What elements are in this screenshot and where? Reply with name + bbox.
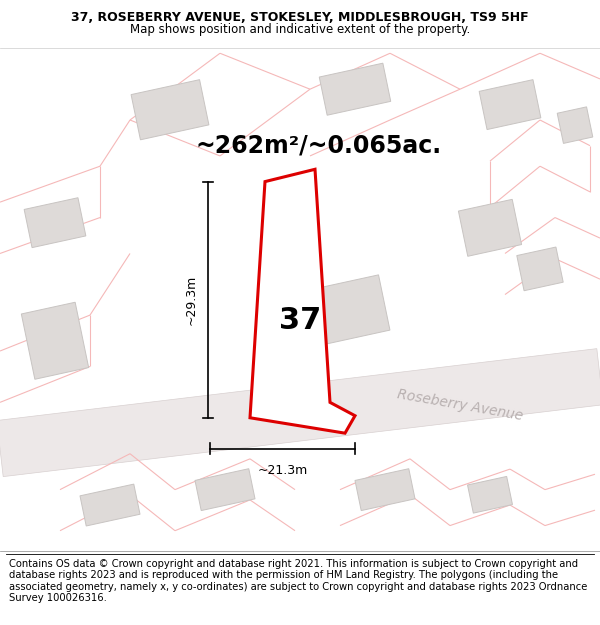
- Text: Contains OS data © Crown copyright and database right 2021. This information is : Contains OS data © Crown copyright and d…: [9, 559, 587, 603]
- Text: ~29.3m: ~29.3m: [185, 274, 198, 325]
- Polygon shape: [131, 79, 209, 140]
- Polygon shape: [479, 79, 541, 129]
- Polygon shape: [24, 198, 86, 248]
- Polygon shape: [319, 63, 391, 115]
- Polygon shape: [250, 169, 355, 433]
- Text: ~262m²/~0.065ac.: ~262m²/~0.065ac.: [195, 134, 441, 158]
- Polygon shape: [517, 247, 563, 291]
- Text: 37: 37: [279, 306, 321, 335]
- Text: Map shows position and indicative extent of the property.: Map shows position and indicative extent…: [130, 23, 470, 36]
- Text: 37, ROSEBERRY AVENUE, STOKESLEY, MIDDLESBROUGH, TS9 5HF: 37, ROSEBERRY AVENUE, STOKESLEY, MIDDLES…: [71, 11, 529, 24]
- Polygon shape: [557, 107, 593, 143]
- Polygon shape: [195, 469, 255, 511]
- Polygon shape: [458, 199, 521, 256]
- Text: ~21.3m: ~21.3m: [257, 464, 308, 477]
- Text: Roseberry Avenue: Roseberry Avenue: [396, 388, 524, 423]
- Polygon shape: [0, 349, 600, 477]
- Polygon shape: [80, 484, 140, 526]
- Polygon shape: [355, 469, 415, 511]
- Polygon shape: [310, 275, 390, 345]
- Polygon shape: [467, 476, 512, 513]
- Polygon shape: [22, 302, 89, 379]
